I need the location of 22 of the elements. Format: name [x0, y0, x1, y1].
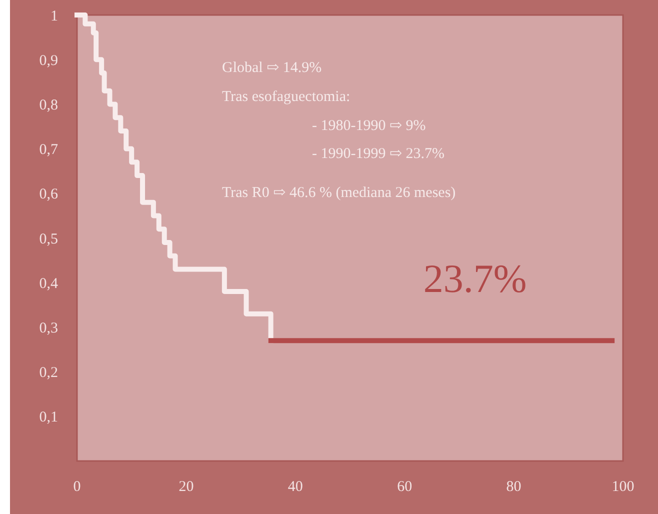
x-tick-label: 0	[73, 479, 81, 495]
annotation: - 1990-1999 ⇨ 23.7%	[312, 146, 445, 162]
annotation: Global ⇨ 14.9%	[222, 60, 322, 76]
annotation: - 1980-1990 ⇨ 9%	[312, 118, 426, 134]
x-tick-label: 80	[506, 479, 522, 495]
y-tick-label: 0,6	[39, 186, 58, 203]
x-tick-label: 40	[288, 479, 303, 495]
x-tick-label: 60	[397, 479, 412, 495]
y-tick-label: 0,4	[39, 276, 58, 292]
y-tick-label: 0,2	[39, 365, 58, 382]
y-tick-label: 0,5	[39, 231, 58, 248]
y-tick-label: 0,3	[39, 320, 58, 336]
y-tick-label: 1	[50, 8, 58, 24]
annotation: Tras R0 ⇨ 46.6 % (mediana 26 meses)	[222, 185, 456, 201]
y-tick-label: 0,9	[39, 52, 58, 69]
y-tick-label: 0,1	[39, 410, 58, 426]
x-tick-label: 100	[612, 479, 634, 495]
y-tick-label: 0,7	[39, 142, 58, 158]
x-tick-label: 20	[178, 479, 194, 495]
annotation: Tras esofaguectomia:	[222, 89, 350, 105]
annotation: 23.7%	[423, 256, 527, 301]
y-tick-label: 0,8	[39, 97, 58, 114]
